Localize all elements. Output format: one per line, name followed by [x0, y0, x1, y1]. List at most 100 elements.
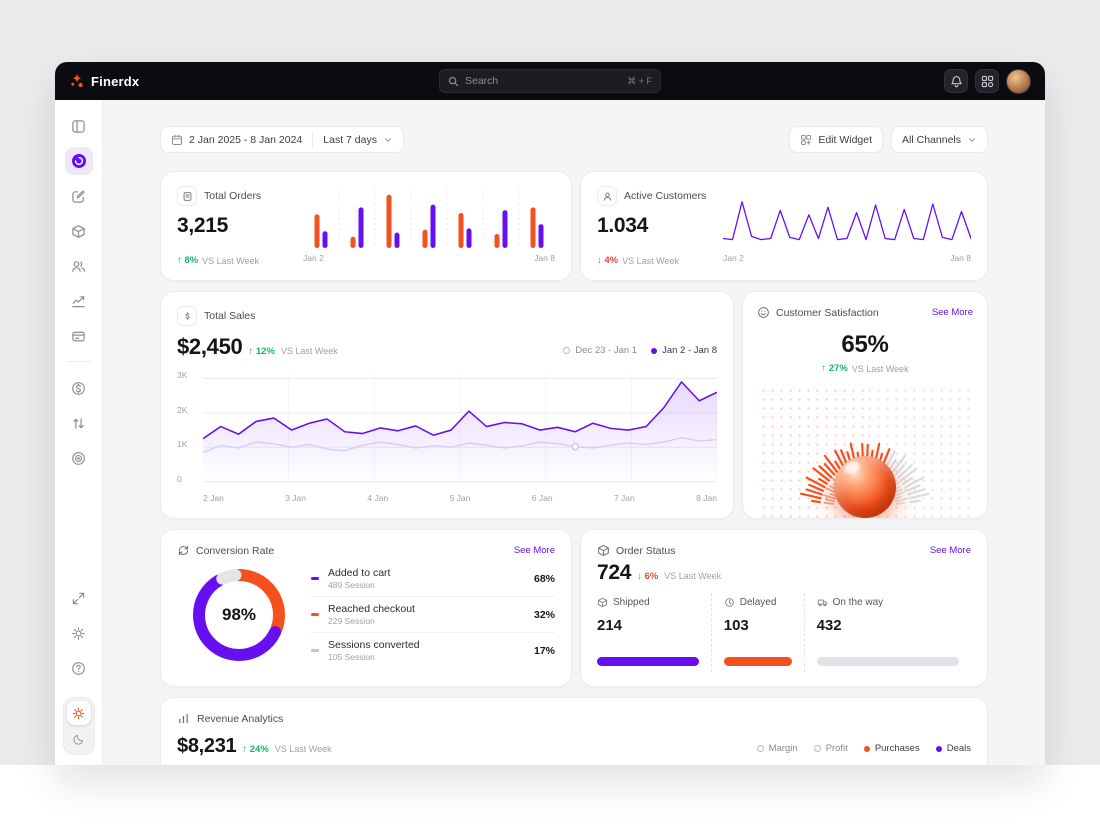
- search-placeholder: Search: [465, 75, 499, 87]
- widget-icon: [800, 134, 812, 146]
- total-orders-chart: [314, 188, 544, 248]
- total-orders-card: Total Orders 3,215 ↑ 8% VS Last Week Jan…: [160, 171, 572, 281]
- sidebar-item-transactions[interactable]: [65, 409, 93, 437]
- col-label: Shipped: [613, 597, 650, 608]
- legend-profit[interactable]: Profit: [813, 743, 848, 754]
- stats-row: Total Orders 3,215 ↑ 8% VS Last Week Jan…: [160, 171, 988, 281]
- expand-arrows-icon: [71, 591, 86, 606]
- delta-note: VS Last Week: [664, 571, 722, 581]
- edit-widget-button[interactable]: Edit Widget: [789, 126, 884, 153]
- on-the-way-progress-bar: [816, 657, 959, 666]
- col-value: 103: [723, 617, 749, 634]
- filter-actions: Edit Widget All Channels: [789, 126, 988, 153]
- conversion-row: Conversion Rate See More 98%: [160, 529, 988, 687]
- see-more-link[interactable]: See More: [929, 545, 971, 556]
- sidebar-item-customers[interactable]: [65, 252, 93, 280]
- card-icon: [71, 329, 86, 344]
- sidebar-item-goals[interactable]: [65, 444, 93, 472]
- satisfaction-value: 65%: [841, 331, 889, 358]
- delta-note: VS Last Week: [280, 346, 338, 356]
- shipped-progress-bar: [597, 657, 699, 666]
- conv-sessions: 489 Session: [328, 580, 375, 590]
- overview-icon: [71, 153, 87, 169]
- apps-grid-icon: [981, 75, 994, 88]
- legend-prev-period[interactable]: Dec 23 - Jan 1: [563, 345, 637, 356]
- card-title: Active Customers: [624, 190, 707, 202]
- search-input[interactable]: Search ⌘ + F: [439, 69, 661, 93]
- light-mode-button[interactable]: [66, 701, 91, 725]
- filter-row: 2 Jan 2025 - 8 Jan 2024 Last 7 days Edit…: [160, 126, 988, 153]
- legend-current-label: Jan 2 - Jan 8: [662, 345, 717, 356]
- theme-toggle: [62, 697, 95, 755]
- list-item: Sessions converted 105 Session 17%: [311, 633, 555, 668]
- status-column-delayed: Delayed 103: [710, 593, 804, 672]
- hollow-dot-icon: [563, 347, 571, 354]
- card-title: Total Sales: [204, 310, 256, 322]
- notifications-button[interactable]: [944, 69, 968, 93]
- legend-deals[interactable]: Deals: [935, 743, 971, 754]
- customer-satisfaction-card: Customer Satisfaction See More 65% ↑ 27%…: [742, 291, 988, 519]
- card-title: Conversion Rate: [196, 544, 275, 557]
- active-customers-card: Active Customers 1.034 ↓ 4% VS Last Week…: [580, 171, 988, 281]
- sidebar-item-overview[interactable]: [64, 147, 93, 175]
- orange-dot-icon: [863, 745, 870, 752]
- purple-dot-icon: [935, 745, 942, 752]
- channels-select[interactable]: All Channels: [891, 126, 988, 153]
- date-range-picker[interactable]: 2 Jan 2025 - 8 Jan 2024 Last 7 days: [160, 126, 404, 153]
- marker-purple-icon: [311, 577, 319, 580]
- help-icon: [71, 661, 86, 676]
- package-icon: [71, 224, 86, 239]
- conversion-icon: [177, 544, 190, 557]
- search-shortcut: ⌘ + F: [627, 75, 652, 86]
- total-sales-value: $2,450: [177, 334, 243, 359]
- chevron-down-icon: [967, 135, 977, 145]
- conv-sessions: 105 Session: [328, 652, 375, 662]
- order-status-value: 724: [597, 561, 632, 584]
- conversion-list: Added to cart 489 Session 68% Reached ch…: [311, 561, 555, 668]
- dark-mode-button[interactable]: [67, 727, 91, 751]
- card-title: Revenue Analytics: [197, 712, 284, 725]
- moon-icon: [72, 733, 85, 746]
- delayed-progress-bar: [723, 657, 792, 666]
- see-more-link[interactable]: See More: [931, 307, 973, 318]
- avatar[interactable]: [1006, 68, 1031, 94]
- see-more-link[interactable]: See More: [513, 545, 555, 556]
- card-title: Total Orders: [204, 190, 262, 202]
- delta-badge: ↑ 27%: [821, 363, 848, 374]
- sidebar-item-settings[interactable]: [65, 619, 93, 647]
- chip-divider: [312, 132, 314, 147]
- legend-margin[interactable]: Margin: [756, 743, 798, 754]
- legend-current-period[interactable]: Jan 2 - Jan 8: [651, 345, 717, 356]
- sidebar-item-integrations[interactable]: [65, 584, 93, 612]
- sidebar-item-products[interactable]: [65, 217, 93, 245]
- sidebar-item-dashboard[interactable]: [65, 112, 93, 140]
- app-window: Finerdx Search ⌘ + F: [55, 62, 1045, 765]
- sales-icon: [177, 306, 197, 326]
- delta-badge: ↑ 24%: [242, 744, 269, 755]
- sidebar-item-help[interactable]: [65, 654, 93, 682]
- sidebar-divider: [66, 361, 91, 362]
- revenue-icon: [177, 712, 190, 725]
- sidebar-item-billing[interactable]: [65, 322, 93, 350]
- delta-note: VS Last Week: [851, 363, 909, 374]
- col-label: Delayed: [739, 597, 777, 608]
- sidebar-item-edit[interactable]: [65, 182, 93, 210]
- brand[interactable]: Finerdx: [69, 73, 139, 89]
- sidebar-item-payments[interactable]: [65, 374, 93, 402]
- conv-percent: 68%: [533, 572, 555, 585]
- status-icon: [597, 544, 610, 557]
- bell-icon: [950, 75, 963, 88]
- edit-widget-label: Edit Widget: [818, 133, 873, 146]
- delta-note: VS Last Week: [622, 255, 679, 266]
- list-item: Added to cart 489 Session 68%: [311, 561, 555, 597]
- col-value: 432: [816, 617, 842, 634]
- apps-button[interactable]: [975, 69, 999, 93]
- sales-row: Total Sales $2,450 ↑ 12% VS Last Week De…: [160, 291, 988, 519]
- conv-label: Sessions converted: [328, 639, 420, 651]
- sidebar-item-analytics[interactable]: [65, 287, 93, 315]
- card-title: Customer Satisfaction: [776, 306, 879, 319]
- legend-purchases[interactable]: Purchases: [863, 743, 920, 754]
- conv-sessions: 229 Session: [328, 616, 375, 626]
- delta-note: VS Last Week: [202, 255, 259, 266]
- marker-gray-icon: [311, 649, 319, 652]
